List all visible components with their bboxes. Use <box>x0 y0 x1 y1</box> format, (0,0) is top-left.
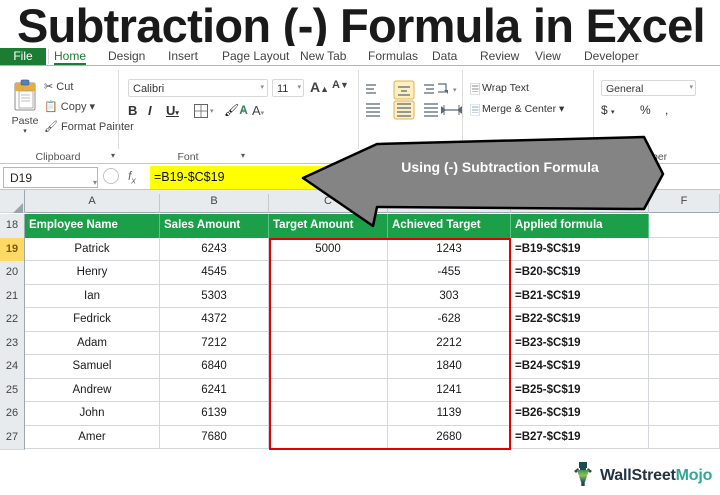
svg-text:Using (-) Subtraction Formula: Using (-) Subtraction Formula <box>401 159 599 175</box>
